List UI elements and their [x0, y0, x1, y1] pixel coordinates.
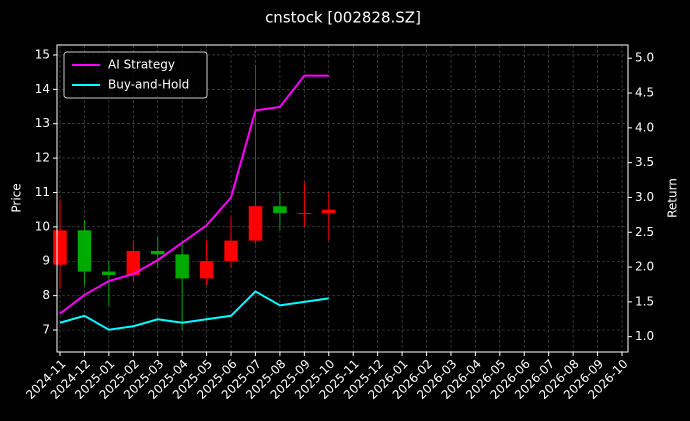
- y2-tick-label: 4.5: [635, 86, 654, 100]
- y-tick-label: 13: [35, 116, 50, 130]
- y2-axis-label: Return: [666, 178, 680, 218]
- series-line: [59, 74, 329, 315]
- y-axis-label: Price: [10, 183, 24, 212]
- y-tick-label: 12: [35, 151, 50, 165]
- plot-frame: [56, 44, 629, 353]
- candle-body: [297, 213, 312, 215]
- candle-body: [151, 250, 165, 255]
- y-tick-label: 8: [42, 288, 50, 302]
- y-tick-label: 10: [35, 219, 50, 233]
- candle-body: [273, 206, 287, 214]
- candle-body: [102, 271, 116, 275]
- y-tick-label: 11: [35, 185, 50, 199]
- candle-body: [53, 230, 67, 265]
- chart-title: cnstock [002828.SZ]: [265, 9, 421, 27]
- legend-label: AI Strategy: [108, 58, 175, 72]
- candle-body: [199, 261, 214, 279]
- y2-tick-label: 2.0: [635, 260, 654, 274]
- legend-box: [63, 51, 208, 99]
- candle-body: [248, 206, 263, 241]
- legend-label: Buy-and-Hold: [108, 78, 189, 92]
- candle-body: [224, 240, 238, 262]
- y2-tick-label: 1.5: [635, 294, 654, 308]
- y2-tick-label: 5.0: [635, 51, 654, 65]
- candle-body: [322, 209, 336, 214]
- candle-body: [77, 230, 92, 272]
- y2-tick-label: 3.5: [635, 155, 654, 169]
- y2-tick-label: 1.0: [635, 329, 654, 343]
- y2-tick-label: 3.0: [635, 190, 654, 204]
- y2-tick-label: 2.5: [635, 225, 654, 239]
- y-tick-label: 15: [35, 47, 50, 61]
- y-tick-label: 7: [42, 322, 50, 336]
- series-line: [59, 290, 329, 331]
- y-tick-label: 9: [42, 254, 50, 268]
- y-tick-label: 14: [35, 82, 50, 96]
- candle-body: [126, 250, 141, 275]
- candle-body: [175, 254, 189, 279]
- y2-tick-label: 4.0: [635, 120, 654, 134]
